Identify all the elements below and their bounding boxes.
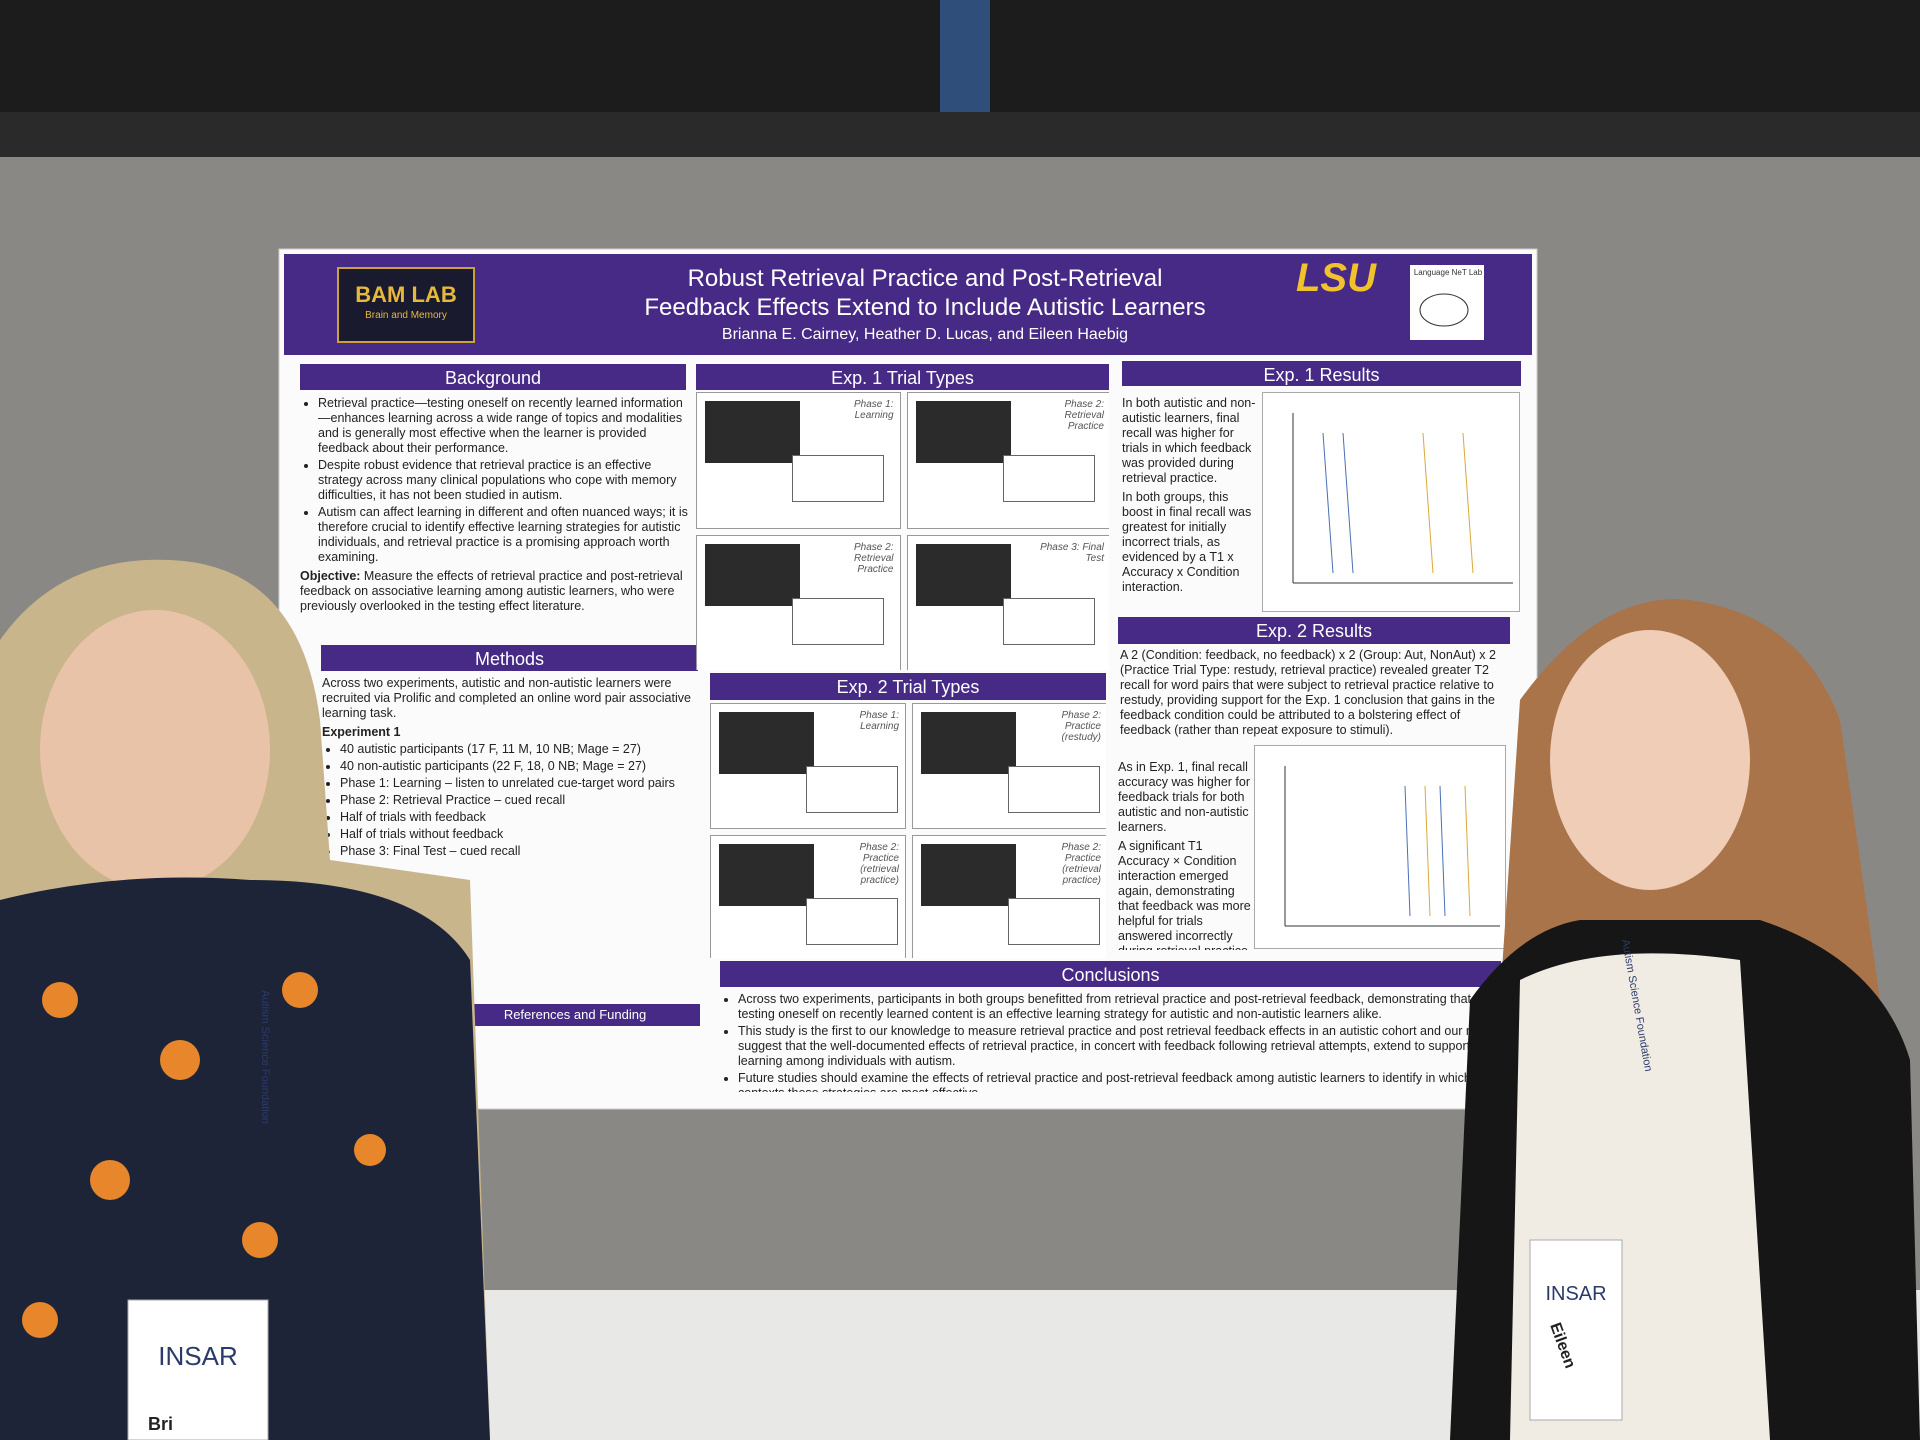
response-card: [792, 598, 884, 645]
trial-screen: [705, 544, 800, 606]
bullet: Across two experiments, participants in …: [738, 992, 1505, 1022]
panel-label: Phase 2: Practice (retrieval practice): [1061, 841, 1101, 886]
violin: [1404, 785, 1446, 917]
section-heading: Methods: [321, 645, 698, 671]
trial-screen: [705, 401, 800, 463]
authors: Brianna E. Cairney, Heather D. Lucas, an…: [721, 326, 1129, 343]
paragraph: As in Exp. 1, final recall accuracy was …: [1118, 760, 1251, 834]
trial-panel: Phase 2: Retrieval Practice: [906, 392, 1109, 529]
bullet: Half of trials without feedback: [340, 827, 702, 842]
title-line: Robust Retrieval Practice and Post-Retri…: [687, 265, 1163, 292]
panel-label: Phase 1: Learning: [859, 710, 899, 732]
bullet: Future studies should examine the effect…: [738, 1071, 1505, 1092]
bullet-list: 40 autistic participants (17 F, 11 M, 10…: [322, 742, 702, 859]
panel-label: Phase 2: Retrieval Practice: [854, 542, 894, 575]
violin: [1424, 785, 1471, 917]
section-heading: Exp. 2 Results: [1118, 617, 1510, 644]
trial-panel: Phase 1: Learning: [696, 392, 901, 529]
lab-logo-sub: Brain and Memory: [365, 310, 447, 321]
poster-header: [284, 254, 1532, 355]
poster-title: Robust Retrieval Practice and Post-Retri…: [560, 264, 1290, 322]
trial-screen: [921, 712, 1016, 774]
university-logo: LSU: [1296, 256, 1376, 300]
response-card: [1008, 897, 1100, 945]
bullet: Phase 2: Retrieval Practice – cued recal…: [340, 793, 702, 808]
results-text: As in Exp. 1, final recall accuracy was …: [1118, 760, 1253, 950]
panel-label: Phase 2: Practice (restudy): [1061, 710, 1101, 743]
results-text: In both autistic and non-autistic learne…: [1122, 396, 1257, 616]
section-heading: Exp. 2 Trial Types: [710, 673, 1106, 700]
panel-top-frame: [0, 112, 1920, 157]
methods-text: Across two experiments, autistic and non…: [322, 676, 702, 996]
section-heading: Exp. 1 Trial Types: [696, 364, 1109, 390]
bullet: Autism can affect learning in different …: [318, 505, 690, 565]
violin-plot-image: [1254, 745, 1506, 949]
trial-screen: [921, 843, 1016, 906]
exp2-summary: A 2 (Condition: feedback, no feedback) x…: [1120, 648, 1496, 737]
response-card: [1002, 598, 1095, 645]
section-heading: Background: [300, 364, 686, 390]
violin: [1322, 432, 1354, 574]
bullet-list: Retrieval practice—testing oneself on re…: [300, 396, 690, 565]
methods-intro: Across two experiments, autistic and non…: [322, 676, 691, 720]
violin-plot-image: [1262, 392, 1520, 612]
objective-label: Objective:: [300, 569, 361, 583]
truss: [940, 0, 990, 120]
trial-screen: [915, 401, 1011, 463]
panel-label: Phase 1: Learning: [854, 399, 894, 421]
bullet: Phase 3: Final Test – cued recall: [340, 844, 702, 859]
lab-logo-box: [337, 267, 475, 343]
trial-panel: Phase 3: Final Test: [906, 535, 1109, 670]
paragraph: In both groups, this boost in final reca…: [1122, 490, 1252, 594]
trial-screen: [719, 712, 814, 774]
response-card: [1008, 766, 1100, 813]
violin: [1422, 432, 1474, 574]
trial-panel: Phase 2: Practice (retrieval practice): [912, 834, 1106, 958]
bullet: Phase 1: Learning – listen to unrelated …: [340, 776, 702, 791]
section-heading: Conclusions: [720, 961, 1501, 987]
conclusions-text: Across two experiments, participants in …: [720, 992, 1505, 1092]
lab2-logo: Language NeT Lab: [1413, 268, 1483, 277]
panel-label: Phase 2: Retrieval Practice: [1064, 399, 1104, 432]
background-text: Retrieval practice—testing oneself on re…: [300, 396, 690, 640]
brain-sketch: [1419, 293, 1469, 327]
response-card: [806, 897, 898, 945]
bullet: Despite robust evidence that retrieval p…: [318, 458, 690, 503]
trial-screen: [719, 843, 814, 906]
paragraph: A significant T1 Accuracy × Condition in…: [1118, 839, 1251, 950]
response-card: [806, 766, 898, 813]
trial-panel: Phase 1: Learning: [710, 703, 906, 829]
lab-logo: BAM LAB: [355, 282, 457, 307]
section-heading: References and Funding: [450, 1004, 700, 1026]
bullet: 40 autistic participants (17 F, 11 M, 10…: [340, 742, 702, 757]
trial-screen: [915, 544, 1011, 606]
panel-grid: Phase 1: Learning Phase 2: Retrieval Prac…: [696, 392, 1109, 670]
panel-grid: Phase 1: Learning Phase 2: Practice (rest…: [710, 703, 1106, 958]
bullet: Retrieval practice—testing oneself on re…: [318, 396, 690, 456]
section-heading: Exp. 1 Results: [1122, 361, 1521, 386]
paragraph: In both autistic and non-autistic learne…: [1122, 396, 1256, 485]
bullet-list: Across two experiments, participants in …: [720, 992, 1505, 1092]
trial-panel: Phase 2: Practice (retrieval practice): [710, 834, 906, 958]
trial-panel: Phase 2: Practice (restudy): [912, 703, 1106, 829]
plot-sketch: [1292, 413, 1513, 584]
title-line: Feedback Effects Extend to Include Autis…: [644, 294, 1206, 321]
trial-panel: Phase 2: Retrieval Practice: [696, 535, 901, 670]
panel-label: Phase 3: Final Test: [1040, 542, 1104, 564]
bullet: Half of trials with feedback: [340, 810, 702, 825]
response-card: [792, 455, 884, 502]
plot-sketch: [1284, 766, 1500, 927]
exp1-label: Experiment 1: [322, 725, 401, 739]
bullet: This study is the first to our knowledge…: [738, 1024, 1505, 1069]
bullet: 40 non-autistic participants (22 F, 18, …: [340, 759, 702, 774]
panel-label: Phase 2: Practice (retrieval practice): [859, 841, 899, 886]
response-card: [1002, 455, 1095, 502]
